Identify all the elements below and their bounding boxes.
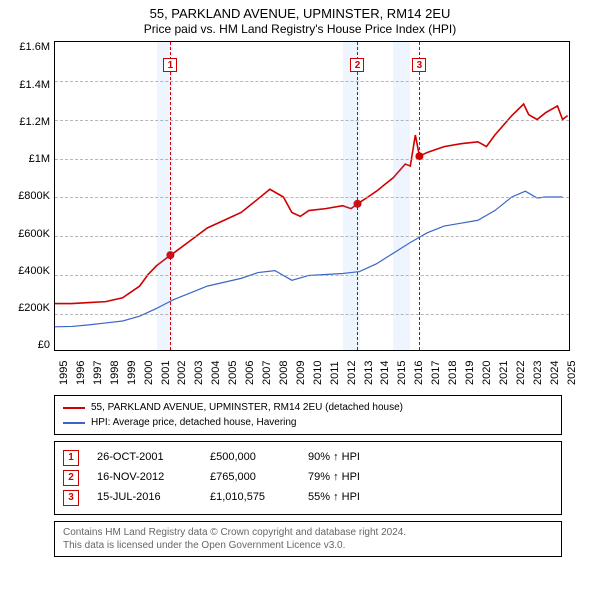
x-tick-label: 2020 (481, 361, 493, 385)
y-axis: £1.6M £1.4M £1.2M £1M £800K £600K £400K £200K £0 (10, 41, 54, 351)
title-block: 55, PARKLAND AVENUE, UPMINSTER, RM14 2EU… (10, 6, 590, 37)
plot-area: 1 2 3 (54, 41, 570, 351)
x-tick-label: 2021 (498, 361, 510, 385)
legend-swatch-red (63, 407, 85, 409)
sale-row-price: £500,000 (210, 448, 290, 468)
x-tick-label: 2014 (379, 361, 391, 385)
sale-row-index: 1 (63, 450, 79, 466)
sale-marker-line (419, 42, 420, 350)
sales-table: 1 26-OCT-2001 £500,000 90% ↑ HPI 2 16-NOV-201… (54, 441, 562, 514)
legend-swatch-blue (63, 422, 85, 424)
y-tick-label: £1.6M (19, 41, 50, 53)
x-tick-label: 2025 (566, 361, 578, 385)
chart-subtitle: Price paid vs. HM Land Registry's House … (10, 22, 590, 37)
x-tick-label: 1998 (109, 361, 121, 385)
x-tick-label: 1995 (58, 361, 70, 385)
sale-row: 3 15-JUL-2016 £1,010,575 55% ↑ HPI (63, 488, 553, 508)
x-tick-label: 2002 (176, 361, 188, 385)
x-tick-label: 2017 (430, 361, 442, 385)
x-tick-label: 2011 (329, 362, 341, 386)
x-tick-label: 2006 (244, 361, 256, 385)
x-tick-label: 2023 (532, 361, 544, 385)
x-tick-label: 2005 (227, 361, 239, 385)
x-tick-label: 2013 (363, 361, 375, 385)
x-tick-label: 2004 (210, 361, 222, 385)
sale-row-hpi: 79% ↑ HPI (308, 468, 360, 488)
legend-label-hpi: HPI: Average price, detached house, Have… (91, 415, 297, 430)
x-tick-label: 1999 (126, 361, 138, 385)
gridline (55, 197, 569, 198)
sale-row-date: 15-JUL-2016 (97, 488, 192, 508)
sale-row-date: 26-OCT-2001 (97, 448, 192, 468)
x-tick-label: 2024 (549, 361, 561, 385)
x-tick-label: 2018 (447, 361, 459, 385)
x-tick-label: 2015 (396, 361, 408, 385)
chart-row: £1.6M £1.4M £1.2M £1M £800K £600K £400K £200K £0… (10, 41, 590, 393)
x-tick-label: 2008 (278, 361, 290, 385)
legend: 55, PARKLAND AVENUE, UPMINSTER, RM14 2EU… (54, 395, 562, 435)
gridline (55, 120, 569, 121)
sale-row-price: £1,010,575 (210, 488, 290, 508)
legend-row-hpi: HPI: Average price, detached house, Have… (63, 415, 553, 430)
license-box: Contains HM Land Registry data © Crown c… (54, 521, 562, 557)
sale-row-hpi: 90% ↑ HPI (308, 448, 360, 468)
sale-row-date: 16-NOV-2012 (97, 468, 192, 488)
x-tick-label: 1996 (75, 361, 87, 385)
figure: 55, PARKLAND AVENUE, UPMINSTER, RM14 2EU… (0, 0, 600, 590)
gridline (55, 81, 569, 82)
x-tick-label: 2009 (295, 361, 307, 385)
y-tick-label: £0 (38, 339, 50, 351)
chart-title: 55, PARKLAND AVENUE, UPMINSTER, RM14 2EU (10, 6, 590, 22)
legend-label-property: 55, PARKLAND AVENUE, UPMINSTER, RM14 2EU… (91, 400, 403, 415)
x-tick-label: 1997 (92, 361, 104, 385)
sale-row: 2 16-NOV-2012 £765,000 79% ↑ HPI (63, 468, 553, 488)
sale-row: 1 26-OCT-2001 £500,000 90% ↑ HPI (63, 448, 553, 468)
x-tick-label: 2016 (413, 361, 425, 385)
sale-marker-line (357, 42, 358, 350)
x-tick-label: 2012 (346, 361, 358, 385)
y-tick-label: £400K (18, 265, 50, 277)
sale-row-index: 3 (63, 490, 79, 506)
x-tick-label: 2022 (515, 361, 527, 385)
license-line-1: Contains HM Land Registry data © Crown c… (63, 526, 553, 539)
x-tick-label: 2003 (193, 361, 205, 385)
x-axis: 1995 1996 1997 1998 1999 2000 2001 2002 2003 2004… (54, 353, 570, 393)
y-tick-label: £1.2M (19, 116, 50, 128)
legend-row-property: 55, PARKLAND AVENUE, UPMINSTER, RM14 2EU… (63, 400, 553, 415)
highlight-band (393, 42, 410, 350)
y-tick-label: £1.4M (19, 79, 50, 91)
y-tick-label: £800K (18, 190, 50, 202)
plot-wrap: 1 2 3 1995 1996 1997 1998 1999 2000 2001 2002 2003… (54, 41, 570, 393)
x-tick-label: 2001 (160, 361, 172, 385)
sale-marker-box: 2 (350, 58, 364, 72)
sale-marker-line (170, 42, 171, 350)
x-tick-label: 2007 (261, 361, 273, 385)
y-tick-label: £600K (18, 228, 50, 240)
sale-row-price: £765,000 (210, 468, 290, 488)
gridline (55, 275, 569, 276)
x-tick-label: 2019 (464, 361, 476, 385)
sale-marker-box: 3 (412, 58, 426, 72)
gridline (55, 314, 569, 315)
y-tick-label: £200K (18, 302, 50, 314)
license-line-2: This data is licensed under the Open Gov… (63, 539, 553, 552)
x-tick-label: 2010 (312, 361, 324, 385)
sale-row-index: 2 (63, 470, 79, 486)
y-tick-label: £1M (29, 153, 50, 165)
gridline (55, 236, 569, 237)
gridline (55, 159, 569, 160)
sale-row-hpi: 55% ↑ HPI (308, 488, 360, 508)
sale-marker-box: 1 (163, 58, 177, 72)
x-tick-label: 2000 (143, 361, 155, 385)
